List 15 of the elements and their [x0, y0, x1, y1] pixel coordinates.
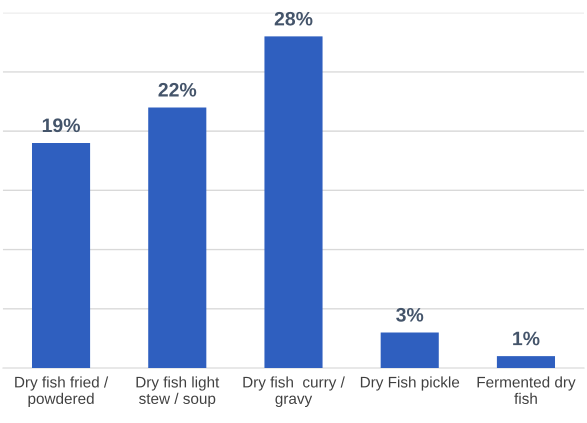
- data-label: 19%: [42, 118, 80, 132]
- bar: [380, 332, 439, 368]
- x-tick-label: Fermented dry fish: [478, 376, 576, 404]
- bar: [32, 142, 90, 368]
- bar: [496, 356, 556, 368]
- x-tick-label: Dry fish curry / gravy: [243, 376, 345, 408]
- data-label: 28%: [274, 12, 312, 26]
- data-label: 1%: [513, 332, 540, 346]
- data-label: 22%: [158, 82, 196, 97]
- x-tick-label: Dry Fish pickle: [360, 376, 460, 391]
- x-tick-label: Dry fish fried / powdered: [15, 376, 108, 408]
- bar: [148, 107, 206, 368]
- x-tick-label: Dry fish light stew / soup: [136, 376, 220, 408]
- bar: [264, 36, 323, 368]
- data-label: 3%: [396, 308, 424, 322]
